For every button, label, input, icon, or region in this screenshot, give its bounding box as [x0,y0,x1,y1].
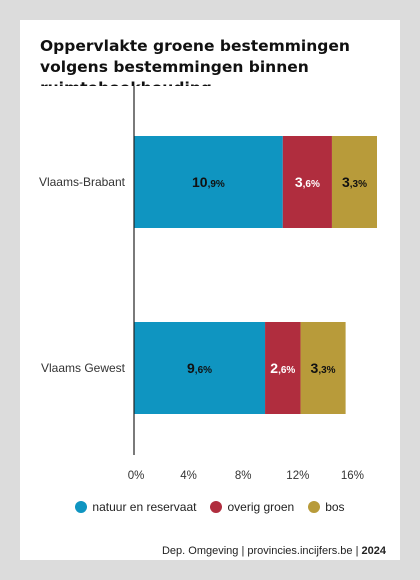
data-label: 9,6% [187,360,212,376]
category-label: Vlaams-Brabant [39,175,126,189]
x-tick-label: 16% [341,470,364,482]
bar-segment-3-1 [331,136,377,228]
legend-label: overig groen [227,500,295,514]
legend-dot [75,501,88,513]
source-credit: Dep. Omgeving | provincies.incijfers.be … [162,545,386,557]
legend-item: natuur en reservaat [75,500,196,514]
category-label: Vlaams Gewest [41,361,126,375]
legend-label: bos [325,500,345,514]
bar-segment-2-1 [282,136,332,228]
chart-legend: natuur en reservaat overig groen bos [20,500,400,514]
chart-card: Oppervlakte groene bestemmingen volgens … [20,20,400,560]
data-label: 3,3% [342,174,367,190]
data-label: 3,6% [295,174,320,190]
bar-segment-1-2 [134,322,266,414]
bar-segment-2-2 [265,322,301,414]
legend-item: bos [308,500,345,514]
legend-item: overig groen [210,500,294,514]
bar-chart: 10,9% 3,6% 3,3% Vlaams-Brabant 9,6% 2,6% 3,3% V… [39,86,390,482]
x-tick-label: 4% [180,470,197,482]
source-text: Dep. Omgeving | provincies.incijfers.be … [161,545,359,557]
data-label: 10,9% [192,174,225,190]
x-tick-label: 8% [235,470,252,482]
data-label: 2,6% [270,360,295,376]
legend-label: natuur en reservaat [92,500,197,514]
legend-dot [210,501,223,513]
bar-segment-1-1 [134,136,283,228]
x-tick-label: 0% [128,470,145,482]
bar-segment-3-2 [300,322,346,414]
x-tick-label: 12% [286,470,309,482]
legend-dot [308,501,321,513]
data-label: 3,3% [311,360,336,376]
source-year: 2024 [361,545,386,557]
